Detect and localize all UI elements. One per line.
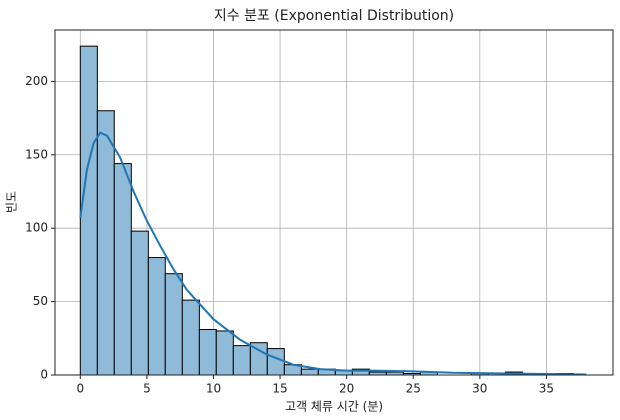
histogram-bar (300, 368, 319, 376)
histogram-bar (181, 299, 200, 376)
x-axis-label: 고객 체류 시간 (분) (285, 400, 383, 414)
histogram-bar (215, 330, 234, 376)
chart-title: 지수 분포 (Exponential Distribution) (214, 8, 454, 24)
x-tick-label: 25 (406, 382, 421, 396)
kde-line (79, 131, 587, 376)
x-tick-label: 0 (76, 382, 84, 396)
y-tick-label: 200 (25, 74, 48, 88)
x-tick-label: 10 (206, 382, 221, 396)
y-tick-label: 0 (40, 368, 48, 382)
x-tick-label: 15 (272, 382, 287, 396)
y-tick-label: 100 (25, 221, 48, 235)
histogram-bar (266, 348, 285, 376)
histogram-bar (130, 230, 149, 376)
histogram-bar (164, 273, 183, 376)
y-tick-label: 150 (25, 147, 48, 161)
histogram-bar (147, 257, 166, 376)
y-axis-label: 빈도 (5, 191, 19, 213)
histogram-bar (232, 345, 251, 376)
plot-frame (54, 29, 614, 376)
histogram-bar (96, 110, 115, 376)
y-tick-label: 50 (33, 294, 48, 308)
histogram-bar (79, 45, 98, 376)
x-tick-label: 30 (472, 382, 487, 396)
x-tick-label: 5 (143, 382, 151, 396)
x-tick-label: 20 (339, 382, 354, 396)
x-tick-label: 35 (539, 382, 554, 396)
histogram-bar (113, 163, 132, 376)
histogram-bar (198, 328, 217, 376)
